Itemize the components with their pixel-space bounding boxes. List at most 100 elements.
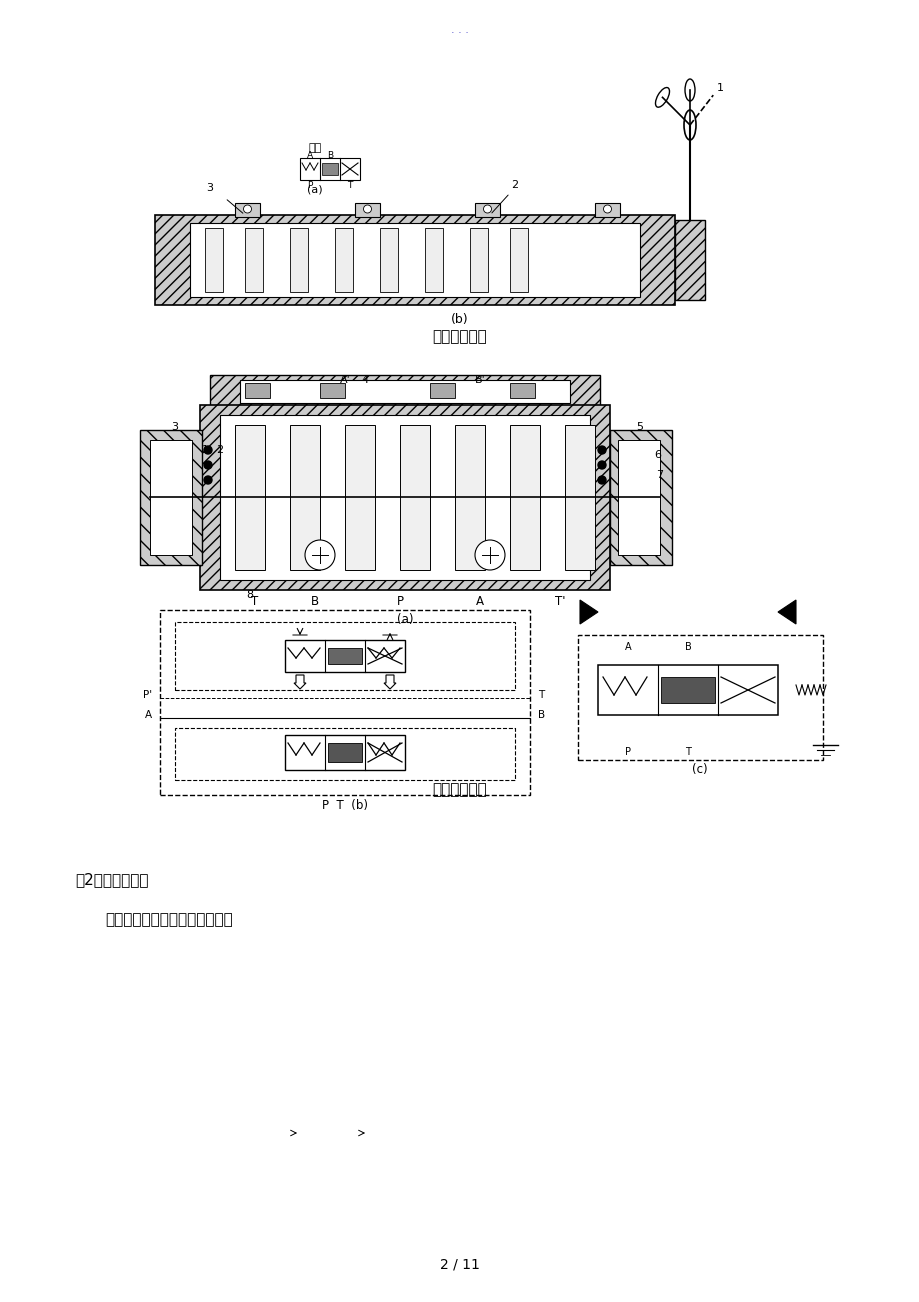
Bar	[345, 424, 375, 570]
Text: B': B'	[474, 375, 485, 385]
Text: B: B	[538, 710, 545, 720]
Text: A: A	[475, 595, 483, 608]
Text: A: A	[624, 642, 630, 652]
Bar	[234, 203, 260, 217]
Bar	[289, 228, 308, 292]
Bar	[328, 648, 361, 664]
Bar	[474, 203, 499, 217]
Bar	[564, 424, 595, 570]
Bar	[609, 430, 671, 565]
Circle shape	[603, 204, 611, 214]
Text: 5: 5	[636, 422, 642, 432]
Bar	[675, 220, 704, 299]
Text: 1: 1	[201, 445, 209, 454]
Text: (a): (a)	[396, 613, 413, 626]
Text: 符号: 符号	[308, 143, 322, 154]
Bar	[400, 424, 429, 570]
Bar	[509, 228, 528, 292]
Text: A': A'	[339, 375, 350, 385]
Bar	[210, 375, 599, 408]
Bar	[355, 203, 380, 217]
Text: A: A	[144, 710, 152, 720]
Bar	[328, 743, 361, 762]
Text: · · ·: · · ·	[450, 29, 469, 38]
Circle shape	[204, 477, 211, 484]
Text: 电液动换向阀: 电液动换向阀	[432, 783, 487, 798]
Text: 2: 2	[216, 445, 223, 454]
Circle shape	[597, 447, 606, 454]
Text: 2 / 11: 2 / 11	[439, 1258, 480, 1272]
Text: T: T	[251, 595, 258, 608]
Bar	[577, 635, 823, 760]
Bar	[285, 736, 404, 769]
Text: 8: 8	[246, 590, 254, 600]
Circle shape	[204, 461, 211, 469]
Bar	[660, 677, 714, 703]
Text: （2）压力控制阀: （2）压力控制阀	[75, 872, 148, 888]
Bar	[380, 228, 398, 292]
Bar	[244, 383, 269, 398]
Text: (a): (a)	[307, 185, 323, 195]
Bar	[300, 158, 359, 180]
Ellipse shape	[683, 109, 696, 141]
Text: P  T  (b): P T (b)	[322, 798, 368, 811]
Text: 手动式换向阀: 手动式换向阀	[432, 329, 487, 345]
Text: P: P	[624, 747, 630, 756]
Text: 1: 1	[716, 83, 722, 92]
Text: 6: 6	[653, 450, 661, 460]
Bar	[205, 228, 222, 292]
Text: (c): (c)	[691, 763, 707, 776]
Bar	[199, 405, 609, 590]
Text: 3: 3	[171, 422, 178, 432]
Text: B: B	[684, 642, 690, 652]
Text: B: B	[311, 595, 319, 608]
Circle shape	[305, 540, 335, 570]
Bar	[470, 228, 487, 292]
Bar	[429, 383, 455, 398]
Text: 溢流阀：直动式、先导式溢流阀: 溢流阀：直动式、先导式溢流阀	[105, 913, 233, 927]
Ellipse shape	[685, 79, 694, 102]
Text: 2: 2	[511, 180, 518, 190]
Bar	[220, 415, 589, 579]
Polygon shape	[777, 600, 795, 624]
Text: B: B	[326, 151, 333, 160]
Bar	[150, 440, 192, 555]
Bar	[335, 228, 353, 292]
Text: 7: 7	[656, 470, 663, 480]
Polygon shape	[579, 600, 597, 624]
Circle shape	[483, 204, 491, 214]
Text: T: T	[347, 181, 352, 190]
Ellipse shape	[654, 87, 669, 107]
Text: T': T'	[554, 595, 564, 608]
Bar	[240, 380, 570, 404]
Text: P: P	[307, 181, 312, 190]
Circle shape	[597, 477, 606, 484]
Bar	[154, 215, 675, 305]
Circle shape	[363, 204, 371, 214]
Text: (b): (b)	[450, 314, 469, 327]
Bar	[595, 203, 619, 217]
Bar	[190, 223, 640, 297]
Circle shape	[244, 204, 251, 214]
Circle shape	[597, 461, 606, 469]
Bar	[175, 728, 515, 780]
Bar	[425, 228, 443, 292]
Text: 3: 3	[206, 184, 213, 193]
Bar	[234, 424, 265, 570]
Bar	[618, 440, 659, 555]
Bar	[322, 163, 337, 174]
Text: P: P	[396, 595, 403, 608]
Text: P': P'	[142, 690, 152, 700]
Bar	[509, 424, 539, 570]
Text: 4: 4	[361, 375, 369, 385]
Text: A: A	[307, 151, 312, 160]
Bar	[140, 430, 202, 565]
Bar	[597, 665, 777, 715]
Bar	[244, 228, 263, 292]
Bar	[509, 383, 535, 398]
Bar	[160, 611, 529, 796]
Bar	[320, 383, 345, 398]
Bar	[175, 622, 515, 690]
FancyArrow shape	[383, 674, 395, 689]
Text: T: T	[685, 747, 690, 756]
